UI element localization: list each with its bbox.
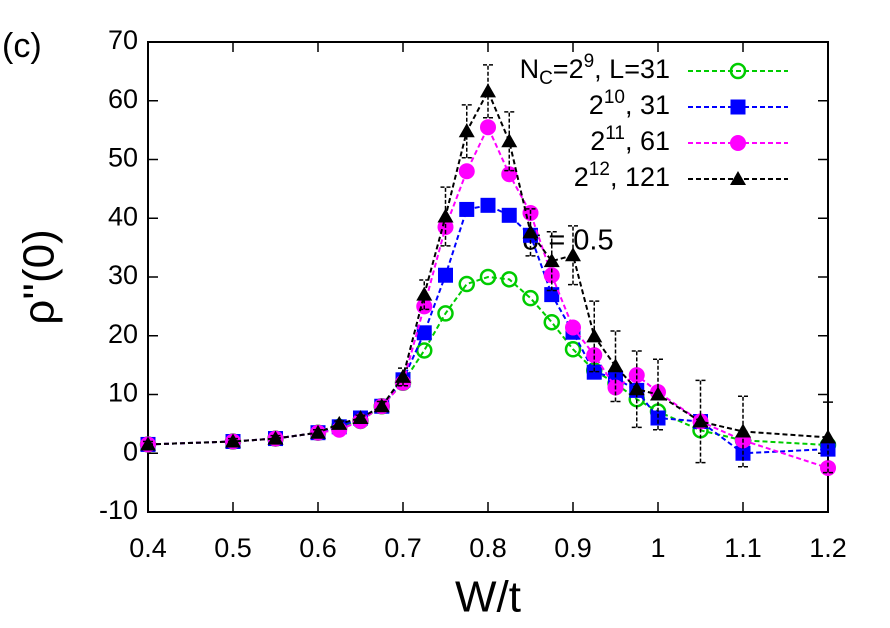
y-tick-label: -10 [99, 495, 138, 525]
marker [267, 430, 284, 445]
marker [458, 123, 475, 138]
marker [501, 207, 517, 223]
legend-marker [730, 135, 746, 151]
marker [650, 410, 666, 426]
series-line [147, 89, 829, 446]
marker [586, 347, 603, 364]
marker [458, 275, 475, 293]
marker [437, 208, 454, 223]
series [140, 197, 836, 461]
marker [692, 413, 709, 428]
marker [586, 328, 603, 343]
error-bar [525, 208, 536, 257]
error-bar [568, 225, 578, 286]
legend-marker [730, 99, 746, 115]
error-bar [546, 231, 557, 292]
marker [458, 163, 475, 180]
marker [140, 436, 156, 451]
marker [310, 424, 326, 439]
y-tick-label: 40 [108, 201, 138, 231]
x-tick-label: 0.6 [299, 533, 337, 563]
y-tick-label: 70 [108, 25, 138, 55]
error-bar [738, 395, 748, 468]
legend-label: 210​, 31 [589, 87, 670, 120]
x-axis-label: W/t [455, 573, 521, 622]
x-tick-label: 0.4 [129, 533, 167, 563]
y-tick-label: 30 [108, 260, 138, 290]
y-tick-label: 0 [123, 436, 138, 466]
series-line [147, 204, 829, 455]
marker [565, 319, 581, 336]
marker [331, 415, 348, 430]
marker [501, 271, 518, 288]
marker [438, 267, 453, 283]
series-line [147, 124, 829, 469]
x-tick-label: 1.2 [809, 533, 847, 563]
error-bar [653, 358, 663, 431]
y-tick-label: 10 [108, 378, 138, 408]
error-bar [504, 111, 515, 172]
marker [820, 459, 836, 476]
marker [480, 119, 496, 136]
series-line [147, 275, 829, 447]
marker [820, 429, 836, 444]
marker [650, 386, 666, 401]
error-bar [695, 379, 706, 464]
error-bar [589, 300, 600, 373]
marker [352, 410, 369, 424]
x-tick-label: 0.7 [384, 533, 422, 563]
error-bar [823, 401, 833, 474]
marker [565, 247, 581, 262]
marker [522, 224, 539, 239]
marker [628, 367, 645, 384]
series [140, 119, 836, 476]
x-tick-label: 0.5 [214, 533, 252, 563]
marker [522, 289, 539, 307]
marker [416, 325, 432, 341]
panel-label: (c) [2, 27, 42, 65]
marker [628, 381, 645, 396]
x-tick-label: 0.8 [469, 533, 507, 563]
marker [543, 253, 560, 268]
marker [480, 83, 496, 98]
marker [543, 313, 560, 331]
y-tick-label: 20 [108, 319, 138, 349]
series [139, 268, 837, 454]
legend-marker [729, 62, 747, 80]
marker [416, 286, 433, 301]
marker [437, 305, 454, 322]
marker [459, 201, 475, 217]
y-tick-label: 60 [108, 84, 138, 114]
y-tick-label: 50 [108, 143, 138, 173]
series [140, 64, 836, 474]
marker [586, 364, 602, 380]
marker [479, 268, 497, 286]
marker [225, 433, 241, 448]
marker [480, 197, 496, 213]
y-axis-label: ρ''(0) [15, 229, 64, 325]
error-bar [610, 330, 621, 403]
marker [501, 133, 518, 148]
marker [820, 441, 836, 457]
x-tick-label: 0.9 [554, 533, 592, 563]
marker [395, 368, 411, 383]
legend-marker [730, 171, 746, 185]
legend-label: NC​=29​, L=31 [520, 51, 670, 89]
marker [416, 342, 433, 359]
marker [564, 341, 582, 358]
legend-label: 212​, 121 [574, 159, 670, 192]
marker [373, 398, 390, 413]
marker [607, 358, 624, 373]
x-tick-label: 1 [650, 533, 665, 563]
marker [735, 423, 751, 438]
error-bar [440, 186, 451, 247]
legend-label: 211​, 61 [590, 123, 670, 156]
x-tick-label: 1.1 [724, 533, 762, 563]
